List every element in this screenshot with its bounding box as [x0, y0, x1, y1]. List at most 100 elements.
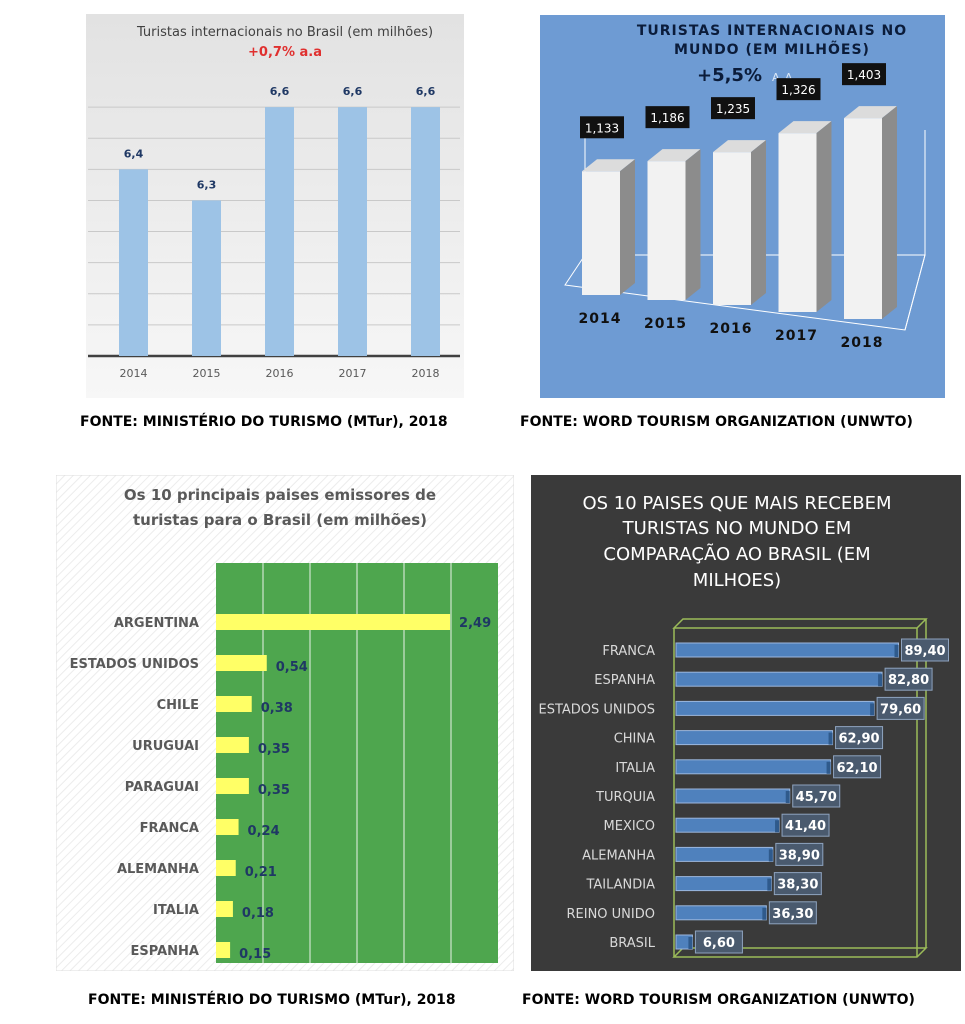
- chart4-title-line3: COMPARAÇÃO AO BRASIL (EM: [603, 543, 870, 565]
- chart4-category-label: ESTADOS UNIDOS: [539, 702, 656, 717]
- chart4-bar-end: [826, 761, 831, 774]
- chart4-bar-end: [894, 645, 899, 657]
- chart1-bar: [119, 169, 148, 356]
- chart4-bar-end: [775, 820, 780, 833]
- chart2-bar: [844, 118, 882, 320]
- chart4-bar: [675, 671, 883, 687]
- chart-paises-mais-recebem: OS 10 PAISES QUE MAIS RECEBEM TURISTAS N…: [531, 475, 961, 971]
- chart4-bar-end: [688, 937, 693, 949]
- chart4-bar: [675, 730, 834, 746]
- chart4-bar-end: [768, 849, 773, 862]
- chart1-bar: [411, 107, 440, 356]
- chart4-label-box: [792, 784, 841, 808]
- caption-top-left: FONTE: MINISTÉRIO DO TURISMO (MTur), 201…: [80, 414, 448, 430]
- chart3-bar: [216, 860, 236, 876]
- chart2-x-tick: 2016: [710, 321, 753, 337]
- chart1-subtitle: +0,7% a.a: [248, 45, 322, 60]
- chart2-label-box: [580, 116, 624, 139]
- chart3-bar: [216, 614, 451, 630]
- chart4-frame-floor: [672, 947, 928, 958]
- chart4-data-label: 62,90: [838, 732, 879, 747]
- chart2-bar: [713, 152, 751, 305]
- chart2-bar-top: [647, 149, 701, 162]
- chart4-bar: [675, 642, 900, 658]
- chart3-data-label: 0,24: [248, 824, 280, 839]
- chart2-data-label: 1,403: [847, 68, 881, 82]
- chart1-data-label: 6,6: [270, 85, 290, 98]
- chart3-bar: [216, 819, 239, 835]
- chart3-bar: [216, 942, 231, 958]
- chart2-x-tick: 2017: [775, 328, 818, 344]
- chart4-title-line4: MILHOES): [693, 570, 781, 591]
- chart3-category-label: ESPANHA: [131, 944, 199, 959]
- chart2-bar-top: [713, 140, 766, 153]
- chart4-data-label: 79,60: [880, 702, 921, 717]
- chart3-category-label: PARAGUAI: [125, 780, 199, 795]
- chart4-label-box: [876, 696, 925, 720]
- chart3-bar: [216, 901, 233, 917]
- chart4-bar: [675, 876, 772, 892]
- chart4-label-box: [835, 726, 884, 750]
- chart1-data-label: 6,4: [124, 147, 144, 160]
- chart1-data-label: 6,6: [416, 85, 436, 98]
- chart2-bar-top: [844, 106, 897, 119]
- chart3-data-label: 0,21: [245, 865, 277, 880]
- chart4-category-label: ESPANHA: [594, 673, 655, 688]
- chart4-data-label: 45,70: [796, 790, 837, 805]
- chart2-title-line2: MUNDO (EM MILHÕES): [674, 40, 870, 58]
- chart2-label-box: [711, 97, 755, 120]
- chart4-data-label: 38,30: [777, 878, 818, 893]
- chart4-label-box: [833, 755, 882, 779]
- chart1-bar: [265, 107, 294, 356]
- chart-turistas-brasil: Turistas internacionais no Brasil (em mi…: [86, 14, 464, 398]
- chart1-title: Turistas internacionais no Brasil (em mi…: [136, 25, 433, 40]
- chart2-bar-side: [816, 121, 832, 313]
- chart4-bar: [675, 905, 767, 921]
- chart4-category-label: CHINA: [614, 732, 655, 747]
- chart4-bar: [675, 700, 875, 716]
- chart3-data-label: 0,54: [276, 660, 308, 675]
- chart4-bar-end: [828, 732, 833, 745]
- chart2-data-label: 1,326: [781, 83, 815, 97]
- caption-top-right: FONTE: WORD TOURISM ORGANIZATION (UNWTO): [520, 414, 913, 430]
- chart4-bar-end: [870, 703, 875, 716]
- chart3-category-label: CHILE: [157, 698, 199, 713]
- chart1-bar: [338, 107, 367, 356]
- chart2-bar: [778, 133, 817, 312]
- chart4-title-line2: TURISTAS NO MUNDO EM: [622, 518, 852, 539]
- chart4-bar: [675, 759, 832, 775]
- chart4-label-box: [901, 638, 950, 662]
- chart4-category-label: ALEMANHA: [582, 848, 655, 863]
- chart4-label-box: [781, 813, 830, 837]
- chart4-data-label: 41,40: [785, 819, 826, 834]
- chart2-data-label: 1,235: [716, 102, 750, 116]
- chart2-x-tick: 2018: [841, 335, 884, 351]
- chart2-bar-top: [582, 159, 635, 172]
- chart2-floor-edge: [904, 254, 926, 331]
- chart4-bar-end: [878, 674, 883, 687]
- chart4-category-label: ITALIA: [615, 761, 655, 776]
- chart1-x-tick: 2017: [339, 367, 367, 380]
- chart4-title-line1: OS 10 PAISES QUE MAIS RECEBEM: [582, 493, 891, 514]
- chart1-data-label: 6,3: [197, 178, 217, 191]
- chart-turistas-mundo: TURISTAS INTERNACIONAIS NO MUNDO (EM MIL…: [540, 15, 945, 398]
- chart2-bar-side: [685, 149, 701, 300]
- chart1-x-tick: 2015: [193, 367, 221, 380]
- chart3-category-label: FRANCA: [140, 821, 199, 836]
- chart4-category-label: REINO UNIDO: [567, 907, 656, 922]
- chart4-label-box: [768, 901, 817, 925]
- caption-bottom-right: FONTE: WORD TOURISM ORGANIZATION (UNWTO): [522, 992, 915, 1008]
- chart2-bar-side: [620, 159, 635, 295]
- chart4-category-label: TAILANDIA: [585, 878, 655, 893]
- chart3-bar: [216, 655, 267, 671]
- chart4-category-label: MEXICO: [604, 819, 655, 834]
- chart4-category-label: BRASIL: [609, 936, 655, 951]
- chart3-category-label: URUGUAI: [132, 739, 199, 754]
- chart3-category-label: ARGENTINA: [114, 616, 199, 631]
- chart4-label-box: [773, 872, 822, 896]
- chart2-data-label: 1,133: [585, 121, 619, 135]
- chart2-label-box: [842, 63, 886, 86]
- chart3-bar: [216, 737, 249, 753]
- chart2-x-tick: 2014: [579, 311, 622, 327]
- chart3-data-label: 0,15: [239, 947, 271, 962]
